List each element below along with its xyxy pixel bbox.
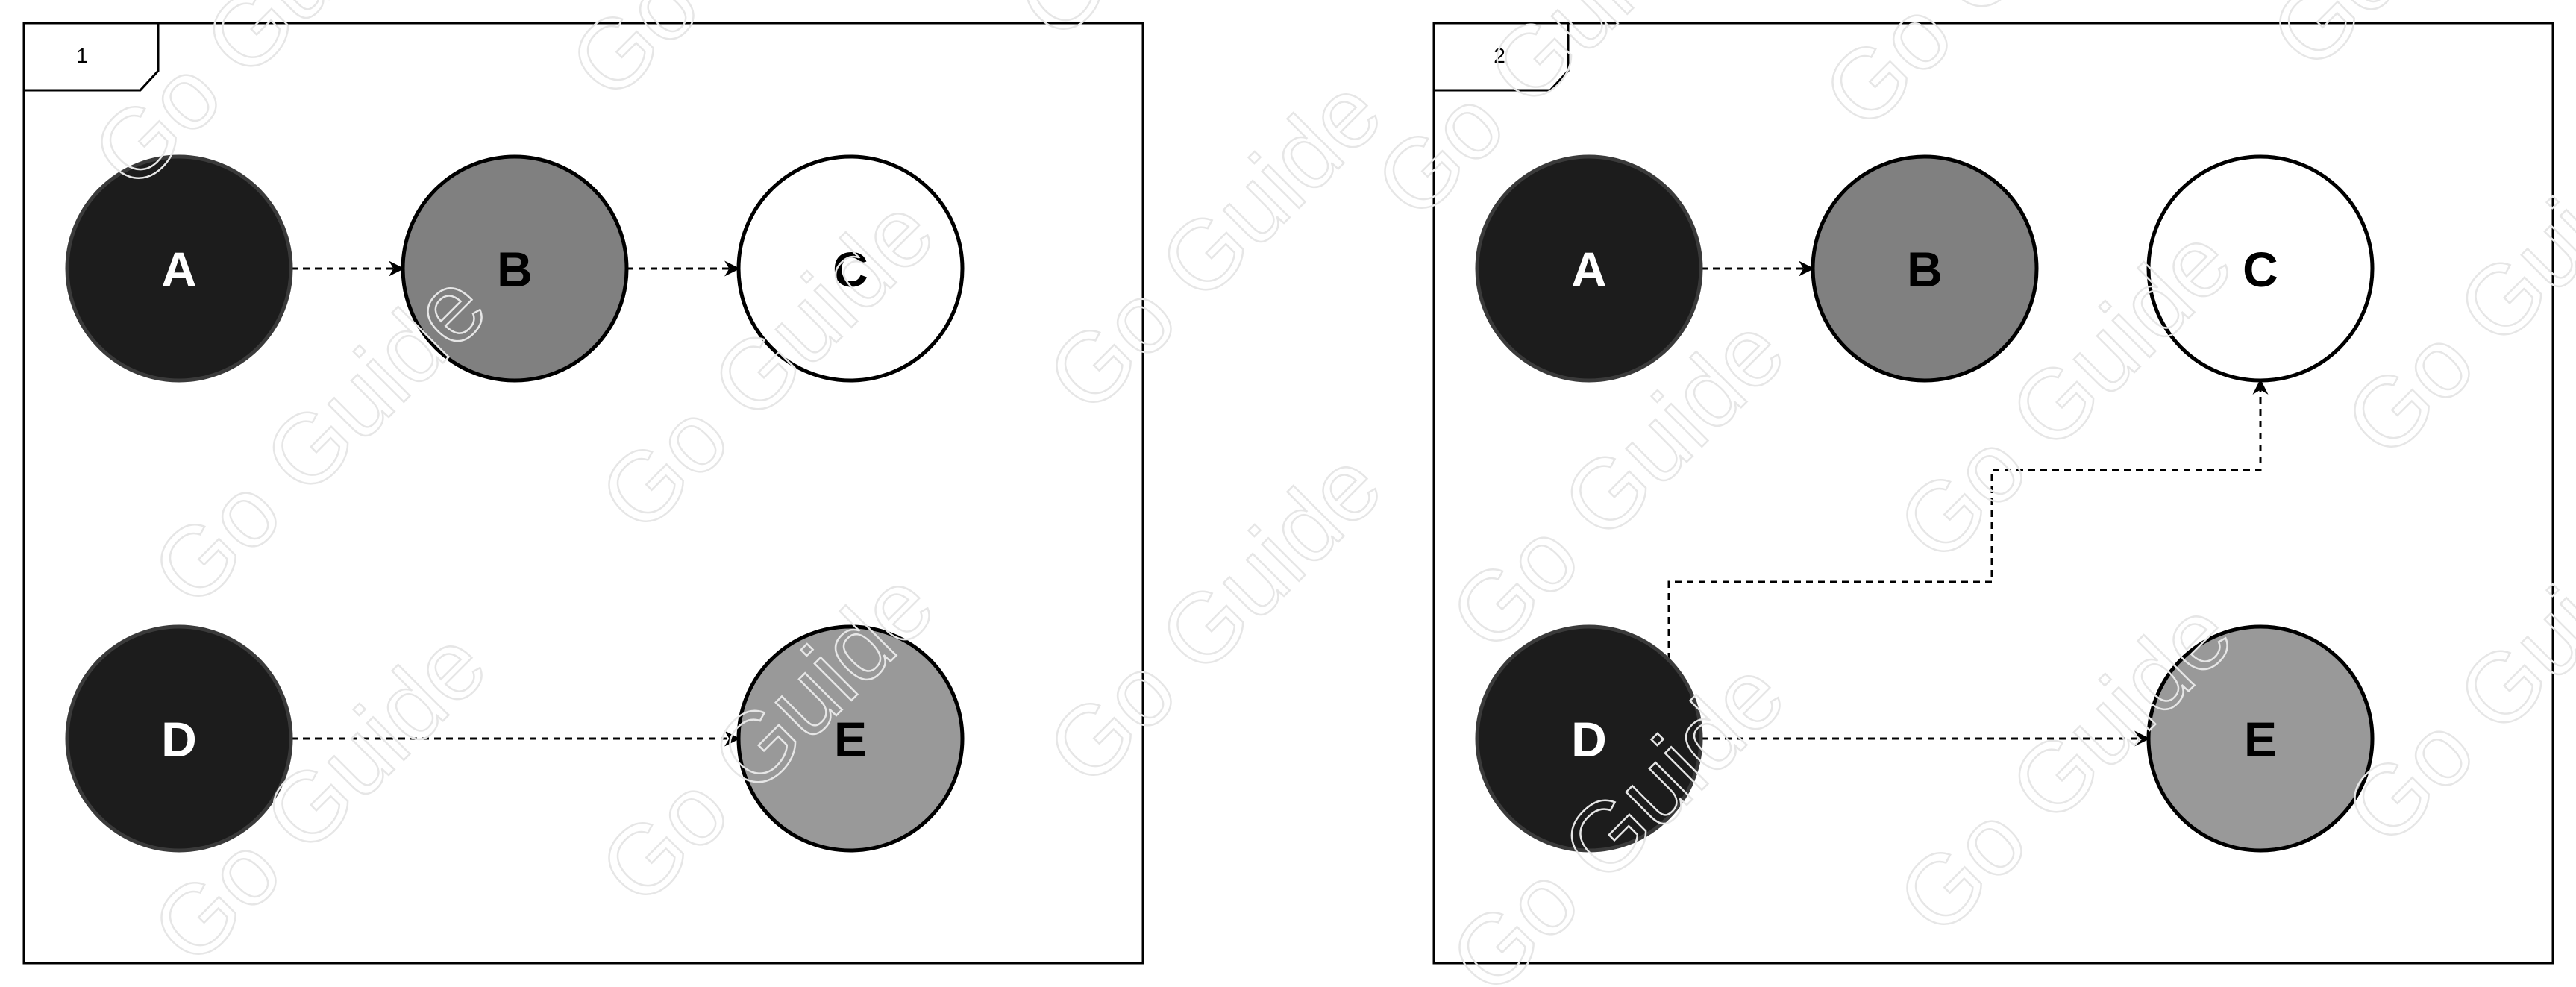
node-a: A xyxy=(1475,154,1703,383)
node-label: D xyxy=(1571,712,1607,767)
edges xyxy=(1667,260,2269,747)
node-label: B xyxy=(497,242,533,297)
panel-2: 2 A B C D E xyxy=(1432,22,2554,965)
node-label: C xyxy=(2243,242,2278,297)
node-e: E xyxy=(2146,624,2375,853)
edge-d-to-c xyxy=(1667,378,2269,659)
node-e: E xyxy=(736,624,965,853)
node-circle xyxy=(65,154,293,383)
node-b: B xyxy=(401,154,629,383)
node-d: D xyxy=(1475,624,1703,853)
node-label: A xyxy=(1571,242,1607,297)
nodes: A B C D E xyxy=(1475,154,2375,853)
node-circle xyxy=(2146,154,2375,383)
node-circle xyxy=(401,154,629,383)
node-label: E xyxy=(834,712,867,767)
node-label: B xyxy=(1907,242,1943,297)
node-b: B xyxy=(1811,154,2039,383)
panel-tab xyxy=(1432,22,1570,92)
panel-1: 1 A B C D E xyxy=(22,22,1144,965)
panel-number-label: 1 xyxy=(76,44,88,67)
node-circle xyxy=(736,624,965,853)
node-label: C xyxy=(833,242,868,297)
node-circle xyxy=(2146,624,2375,853)
node-circle xyxy=(1475,624,1703,853)
nodes: A B C D E xyxy=(65,154,965,853)
node-d: D xyxy=(65,624,293,853)
node-label: D xyxy=(161,712,197,767)
panel-tab xyxy=(22,22,160,92)
node-circle xyxy=(736,154,965,383)
node-c: C xyxy=(2146,154,2375,383)
node-c: C xyxy=(736,154,965,383)
node-circle xyxy=(65,624,293,853)
node-circle xyxy=(1811,154,2039,383)
node-label: A xyxy=(161,242,197,297)
node-a: A xyxy=(65,154,293,383)
node-label: E xyxy=(2244,712,2277,767)
panel-number-label: 2 xyxy=(1494,44,1505,67)
edges xyxy=(291,260,741,747)
node-circle xyxy=(1475,154,1703,383)
